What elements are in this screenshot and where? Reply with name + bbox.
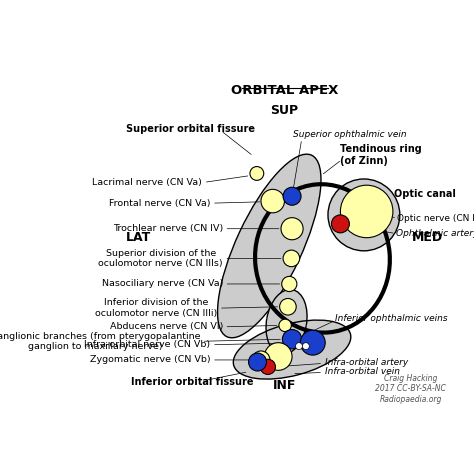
Text: SUP: SUP bbox=[270, 104, 299, 118]
Circle shape bbox=[295, 343, 302, 350]
Circle shape bbox=[302, 343, 310, 350]
Text: MED: MED bbox=[411, 230, 443, 244]
Circle shape bbox=[282, 276, 297, 292]
Ellipse shape bbox=[266, 290, 307, 355]
Ellipse shape bbox=[218, 154, 321, 338]
Text: Inferior division of the
oculomotor nerve (CN IIIi): Inferior division of the oculomotor nerv… bbox=[95, 299, 218, 318]
Circle shape bbox=[301, 330, 325, 355]
Text: Trochlear nerve (CN IV): Trochlear nerve (CN IV) bbox=[113, 224, 223, 233]
Circle shape bbox=[283, 250, 300, 267]
Text: Infra-orbital artery: Infra-orbital artery bbox=[325, 357, 408, 366]
Circle shape bbox=[250, 166, 264, 181]
Text: ORBITAL APEX: ORBITAL APEX bbox=[231, 83, 338, 97]
Text: INF: INF bbox=[273, 379, 296, 392]
Text: Ganglionic branches (from pterygopalantine
ganglion to maxillary nerve): Ganglionic branches (from pterygopalanti… bbox=[0, 332, 200, 351]
Text: Superior division of the
oculomotor nerve (CN IIIs): Superior division of the oculomotor nerv… bbox=[99, 249, 223, 268]
Text: Optic canal: Optic canal bbox=[393, 189, 456, 199]
Text: Lacrimal nerve (CN Va): Lacrimal nerve (CN Va) bbox=[92, 178, 202, 187]
Text: Superior orbital fissure: Superior orbital fissure bbox=[126, 124, 255, 134]
Text: Optic nerve (CN II): Optic nerve (CN II) bbox=[397, 214, 474, 223]
Text: Abducens nerve (CN VI): Abducens nerve (CN VI) bbox=[109, 322, 223, 331]
Circle shape bbox=[283, 329, 302, 349]
Circle shape bbox=[260, 359, 275, 374]
Circle shape bbox=[331, 215, 349, 233]
Text: Inferior ophthalmic veins: Inferior ophthalmic veins bbox=[335, 314, 447, 323]
Circle shape bbox=[281, 218, 303, 240]
Circle shape bbox=[252, 351, 270, 369]
Circle shape bbox=[283, 187, 301, 205]
Text: Infra-orbital nerve (CN Vb): Infra-orbital nerve (CN Vb) bbox=[84, 340, 210, 349]
Text: Craig Hacking
2017 CC-BY-SA-NC
Radiopaedia.org: Craig Hacking 2017 CC-BY-SA-NC Radiopaed… bbox=[375, 374, 447, 403]
Circle shape bbox=[279, 319, 292, 332]
Text: Inferior orbital fissure: Inferior orbital fissure bbox=[131, 377, 254, 387]
Text: Superior ophthalmic vein: Superior ophthalmic vein bbox=[293, 129, 407, 138]
Circle shape bbox=[248, 353, 266, 371]
Circle shape bbox=[280, 299, 296, 315]
Text: Tendinous ring
(of Zinn): Tendinous ring (of Zinn) bbox=[340, 144, 422, 165]
Ellipse shape bbox=[233, 320, 351, 379]
Text: Nasociliary nerve (CN Va): Nasociliary nerve (CN Va) bbox=[101, 280, 223, 289]
Text: Infra-orbital vein: Infra-orbital vein bbox=[325, 367, 400, 376]
Text: Zygomatic nerve (CN Vb): Zygomatic nerve (CN Vb) bbox=[90, 356, 210, 365]
Circle shape bbox=[264, 343, 292, 370]
Circle shape bbox=[261, 189, 284, 213]
Circle shape bbox=[328, 179, 400, 251]
Text: Frontal nerve (CN Va): Frontal nerve (CN Va) bbox=[109, 199, 210, 208]
Text: LAT: LAT bbox=[126, 230, 152, 244]
Circle shape bbox=[340, 185, 393, 237]
Text: Ophthalmic artery: Ophthalmic artery bbox=[396, 229, 474, 238]
